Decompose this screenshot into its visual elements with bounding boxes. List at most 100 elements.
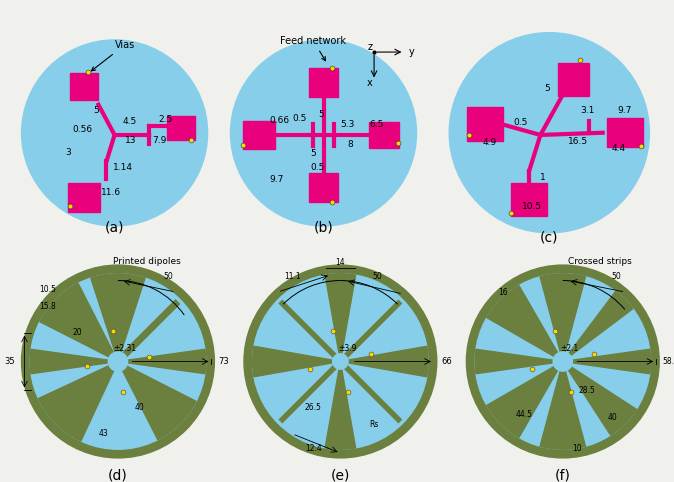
Wedge shape (563, 292, 633, 362)
Text: 10.5: 10.5 (39, 285, 56, 294)
Text: (e): (e) (331, 468, 350, 482)
Text: 26.5: 26.5 (305, 403, 321, 412)
Circle shape (22, 265, 214, 458)
Text: ±3.9: ±3.9 (338, 344, 357, 352)
Bar (68, 184, 100, 212)
Wedge shape (325, 274, 356, 362)
Text: 50: 50 (372, 272, 382, 281)
Text: 2.5: 2.5 (158, 115, 173, 124)
Circle shape (231, 40, 417, 226)
Text: 40: 40 (608, 413, 618, 422)
Text: 10: 10 (572, 444, 582, 453)
Text: 9.7: 9.7 (270, 175, 284, 184)
Text: 50: 50 (163, 272, 173, 281)
Text: 5: 5 (544, 84, 550, 93)
Text: 43: 43 (98, 429, 109, 438)
Bar (309, 68, 338, 96)
Text: 0.5: 0.5 (310, 163, 325, 172)
Wedge shape (118, 349, 206, 374)
Bar (558, 63, 589, 96)
Text: Printed dipoles: Printed dipoles (113, 257, 181, 266)
Text: y: y (408, 47, 415, 57)
Text: 15.8: 15.8 (39, 302, 56, 311)
Text: 1.14: 1.14 (113, 163, 133, 172)
Text: (a): (a) (105, 221, 124, 235)
Text: 16: 16 (498, 288, 508, 296)
Text: 13: 13 (125, 135, 137, 145)
Text: 66: 66 (441, 357, 452, 366)
Bar (167, 116, 195, 140)
Text: 58.5: 58.5 (663, 357, 674, 366)
Text: 8: 8 (347, 140, 353, 148)
Circle shape (30, 274, 206, 449)
Text: Crossed strips: Crossed strips (568, 257, 632, 266)
Text: (c): (c) (540, 230, 559, 244)
Text: ±2.31: ±2.31 (113, 344, 136, 352)
Text: 73: 73 (218, 357, 229, 366)
Wedge shape (540, 362, 586, 449)
Text: 10.5: 10.5 (522, 201, 542, 211)
Wedge shape (475, 349, 563, 374)
Text: 12.4: 12.4 (305, 444, 321, 453)
Wedge shape (38, 362, 118, 441)
Text: Vias: Vias (92, 40, 135, 71)
Wedge shape (487, 285, 563, 362)
Text: 0.56: 0.56 (72, 125, 92, 134)
Text: 5: 5 (319, 110, 324, 119)
Text: ±2.1: ±2.1 (560, 344, 579, 352)
Wedge shape (40, 283, 118, 362)
Text: 11.1: 11.1 (284, 272, 301, 281)
Text: 7.9: 7.9 (152, 135, 166, 145)
Bar (512, 183, 547, 216)
Circle shape (253, 274, 428, 449)
Circle shape (449, 33, 649, 233)
Text: 3.1: 3.1 (580, 106, 594, 115)
Text: 5.3: 5.3 (340, 120, 355, 129)
Bar (607, 118, 643, 147)
Text: 3: 3 (65, 147, 71, 157)
Text: (f): (f) (555, 468, 571, 482)
Text: 20: 20 (73, 328, 82, 337)
Text: (b): (b) (313, 221, 334, 235)
Wedge shape (30, 349, 118, 374)
Text: 0.5: 0.5 (292, 114, 307, 123)
Bar (70, 73, 98, 100)
Text: Feed network: Feed network (280, 36, 346, 61)
Wedge shape (325, 362, 356, 449)
Text: 11.6: 11.6 (100, 188, 121, 197)
Wedge shape (91, 274, 145, 362)
Wedge shape (253, 346, 340, 377)
Bar (243, 121, 275, 149)
Wedge shape (563, 349, 650, 374)
Circle shape (475, 274, 650, 449)
Text: 0.66: 0.66 (269, 116, 289, 125)
Text: 28.5: 28.5 (578, 386, 595, 395)
Bar (369, 122, 399, 148)
Text: 50: 50 (611, 272, 621, 281)
Text: x: x (367, 79, 373, 88)
Text: 44.5: 44.5 (516, 410, 532, 419)
Wedge shape (487, 362, 563, 438)
Text: 4.5: 4.5 (123, 117, 137, 126)
Text: 14: 14 (336, 258, 345, 267)
Circle shape (333, 354, 348, 369)
Text: 5: 5 (311, 148, 316, 158)
Circle shape (553, 352, 572, 371)
Circle shape (244, 265, 437, 458)
Bar (467, 107, 503, 141)
Text: 9.7: 9.7 (618, 106, 632, 115)
Text: 4.9: 4.9 (482, 138, 496, 147)
Wedge shape (118, 362, 196, 440)
Text: 35: 35 (5, 357, 16, 366)
Bar (309, 174, 338, 201)
Circle shape (109, 352, 127, 371)
Wedge shape (563, 362, 636, 435)
Text: 40: 40 (134, 403, 144, 412)
Text: (d): (d) (108, 468, 128, 482)
Text: 6.5: 6.5 (369, 120, 384, 129)
Text: 16.5: 16.5 (568, 137, 588, 146)
Wedge shape (340, 346, 428, 377)
Text: 0.5: 0.5 (513, 118, 528, 127)
Circle shape (466, 265, 659, 458)
Text: 4.4: 4.4 (611, 144, 625, 153)
